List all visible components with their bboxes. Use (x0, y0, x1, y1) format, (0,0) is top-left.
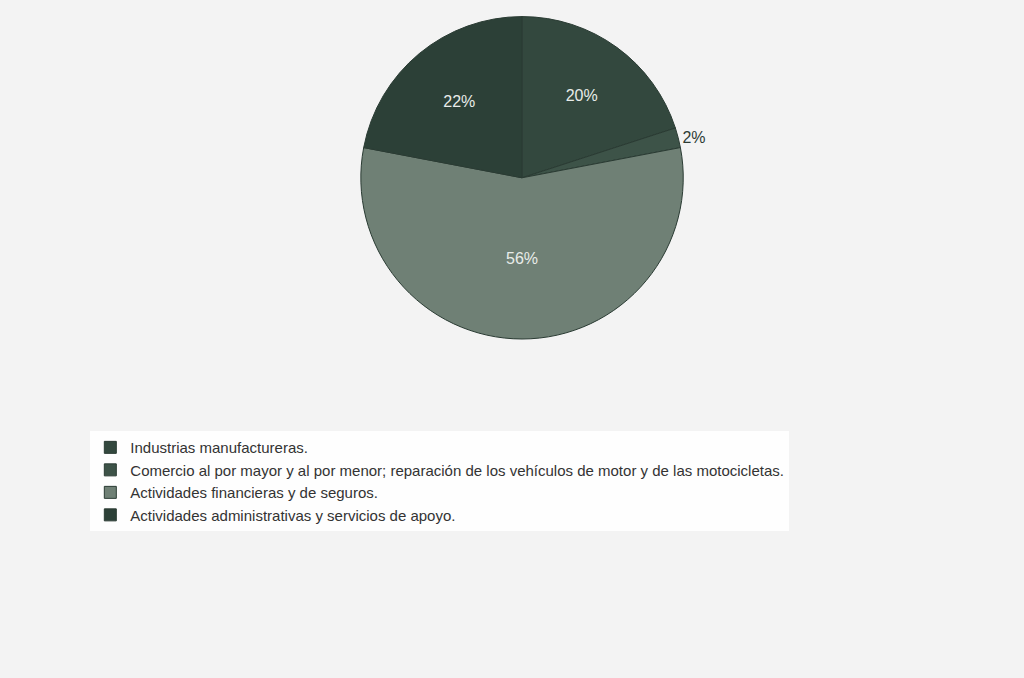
svg-text:20%: 20% (566, 87, 598, 104)
svg-text:56%: 56% (506, 250, 538, 267)
svg-text:Industrias manufactureras.: Industrias manufactureras. (130, 439, 308, 456)
svg-text:2%: 2% (682, 129, 705, 146)
svg-text:22%: 22% (443, 93, 475, 110)
svg-text:Comercio al por mayor y al por: Comercio al por mayor y al por menor; re… (130, 462, 784, 479)
svg-text:Actividades financieras y de s: Actividades financieras y de seguros. (130, 484, 378, 501)
svg-text:Actividades administrativas y: Actividades administrativas y servicios … (130, 507, 455, 524)
